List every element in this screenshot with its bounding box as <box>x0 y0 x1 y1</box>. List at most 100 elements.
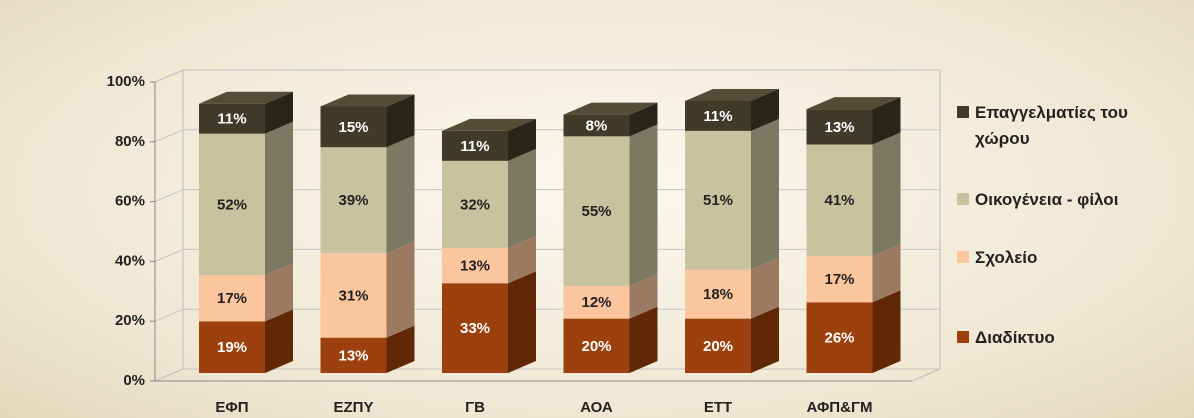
legend-swatch <box>957 251 969 263</box>
y-tick-label: 40% <box>115 252 145 269</box>
bar-side <box>629 102 658 137</box>
data-label: 33% <box>460 320 490 337</box>
bar-side <box>386 325 415 373</box>
bar-side <box>629 124 658 286</box>
bar-side <box>508 235 536 284</box>
y-tick-label: 0% <box>123 372 145 389</box>
y-tick-label: 60% <box>115 193 145 210</box>
legend-swatch <box>957 193 969 205</box>
data-label: 11% <box>217 111 246 128</box>
bar-side <box>386 94 415 148</box>
legend-swatch <box>957 106 969 118</box>
data-label: 12% <box>581 294 611 311</box>
bar <box>199 321 265 373</box>
bar <box>442 283 508 373</box>
data-label: 26% <box>824 330 854 347</box>
bar <box>685 130 751 270</box>
bar-side <box>751 89 779 131</box>
bar <box>199 103 265 134</box>
bar <box>320 106 387 148</box>
bar <box>320 147 387 254</box>
bar-side <box>386 241 415 338</box>
data-label: 15% <box>338 119 368 136</box>
bar <box>806 109 873 145</box>
data-label: 13% <box>824 119 854 136</box>
bar <box>806 144 873 257</box>
x-tick-label: ΑΦΠ&ΓΜ <box>807 399 873 416</box>
bar-side <box>872 97 901 145</box>
bar <box>563 285 630 319</box>
data-label: 17% <box>824 271 854 288</box>
data-label: 52% <box>217 196 247 213</box>
x-tick-label: ΕΤΤ <box>704 399 732 416</box>
data-label: 55% <box>581 203 611 220</box>
bar-side <box>751 118 779 270</box>
bar-side <box>872 290 901 373</box>
grid-line <box>154 69 940 83</box>
bar <box>199 133 265 276</box>
bar-top <box>685 89 779 101</box>
x-tick-label: ΕΦΠ <box>215 399 248 416</box>
bar <box>199 275 265 322</box>
y-tick-label: 80% <box>115 133 145 150</box>
bar <box>563 114 630 137</box>
legend-label: Επαγγελματίες του χώρου <box>975 103 1128 148</box>
data-label: 13% <box>460 258 490 275</box>
data-label: 31% <box>338 287 368 304</box>
data-label: 20% <box>581 338 611 355</box>
data-label: 41% <box>824 192 854 209</box>
data-label: 11% <box>703 108 732 125</box>
data-label: 18% <box>703 286 733 303</box>
bar-top <box>442 118 536 131</box>
bar-side <box>265 91 293 134</box>
legend-swatch <box>957 331 969 343</box>
bar <box>442 160 508 248</box>
bar <box>320 337 387 373</box>
bar-top <box>199 91 293 104</box>
side-wall <box>154 69 184 382</box>
data-label: 11% <box>460 138 489 155</box>
bar-side <box>386 135 415 254</box>
bar-side <box>629 273 658 319</box>
x-tick-label: ΓΒ <box>465 399 485 416</box>
bar-side <box>508 148 536 248</box>
data-label: 39% <box>338 192 368 209</box>
data-label: 20% <box>703 338 733 355</box>
bar-top <box>806 97 901 110</box>
data-label: 13% <box>338 347 368 364</box>
bar-side <box>265 309 293 373</box>
x-tick-label: ΕΖΠΥ <box>333 399 373 416</box>
bar-side <box>508 118 536 161</box>
bar <box>685 318 751 373</box>
data-label: 19% <box>217 339 247 356</box>
y-tick-label: 100% <box>107 73 145 90</box>
bar <box>806 302 873 373</box>
bar <box>563 318 630 373</box>
bar <box>563 136 630 286</box>
bar-side <box>872 132 901 257</box>
bar-side <box>508 271 536 373</box>
bar-top <box>320 94 415 107</box>
bar-side <box>265 263 293 322</box>
x-tick-label: ΑΟΑ <box>580 399 613 416</box>
y-tick-label: 20% <box>115 312 145 329</box>
bar <box>442 130 508 161</box>
data-label: 17% <box>217 290 247 307</box>
data-label: 51% <box>703 192 733 209</box>
legend-label: Σχολείο <box>975 248 1038 267</box>
bar-side <box>629 306 658 373</box>
data-label: 32% <box>460 196 490 213</box>
data-label: 8% <box>586 117 608 134</box>
bar-side <box>265 121 293 276</box>
bar <box>685 101 751 131</box>
bar-side <box>751 257 779 319</box>
bar <box>320 253 387 338</box>
bar <box>442 247 508 284</box>
bar-side <box>751 306 779 373</box>
bar <box>806 256 873 303</box>
bar-side <box>872 244 901 303</box>
bar <box>685 269 751 319</box>
legend-label: Οικογένεια - φίλοι <box>975 190 1119 209</box>
